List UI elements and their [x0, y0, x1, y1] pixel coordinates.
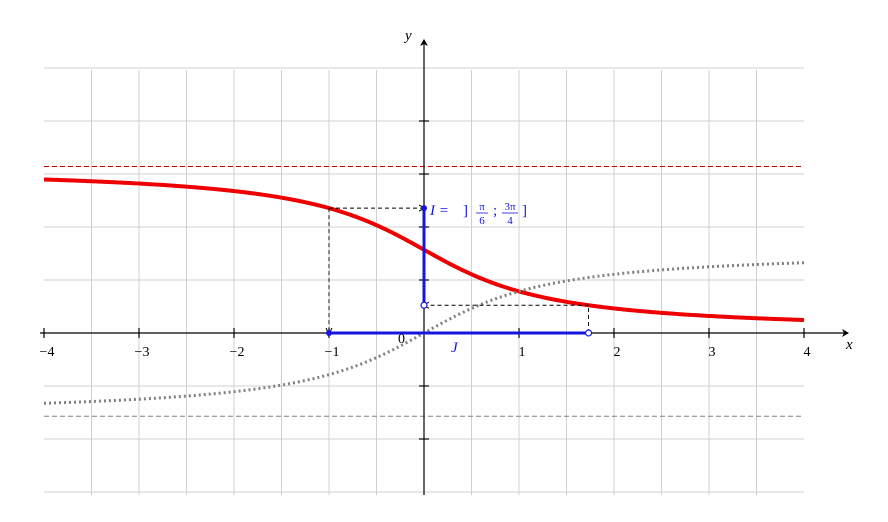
- x-tick-label: 1: [519, 345, 526, 360]
- interval-j-closed-endpoint: [326, 330, 332, 336]
- x-tick-label: −2: [230, 345, 245, 360]
- x-tick-label: 3: [709, 345, 716, 360]
- intervals: [326, 205, 593, 337]
- interval-i-closed-endpoint: [421, 205, 427, 212]
- x-tick-label: −1: [325, 345, 340, 360]
- x-tick-label: 4: [804, 345, 811, 360]
- interval-i-close-bracket: ]: [522, 203, 527, 219]
- interval-i-lower-denominator: 6: [479, 215, 485, 227]
- interval-i-separator: ;: [493, 203, 497, 219]
- interval-i-open-endpoint: [420, 301, 428, 309]
- origin-label: 0: [398, 332, 405, 347]
- x-tick-label: −3: [135, 345, 150, 360]
- x-axis-label: x: [845, 337, 853, 353]
- interval-j-open-endpoint: [584, 329, 593, 337]
- labels: x y 0 I = ] π 6 ; 3π 4 ] J: [398, 28, 853, 356]
- projection-lines: [329, 208, 589, 333]
- x-tick-label: −4: [40, 345, 55, 360]
- x-tick-label: 2: [614, 345, 621, 360]
- axes: −4 −3 −2 −1 1 2 3 4: [40, 39, 849, 495]
- interval-j-label: J: [451, 340, 459, 356]
- interval-i-lower-numerator: π: [479, 201, 485, 213]
- interval-i-upper-denominator: 4: [507, 215, 513, 227]
- interval-i-prefix: I =: [429, 203, 449, 219]
- interval-i-open-bracket: ]: [463, 203, 468, 219]
- y-axis-label: y: [403, 28, 412, 44]
- interval-i-label: I = ] π 6 ; 3π 4 ]: [429, 201, 527, 227]
- interval-i-upper-numerator: 3π: [504, 201, 516, 213]
